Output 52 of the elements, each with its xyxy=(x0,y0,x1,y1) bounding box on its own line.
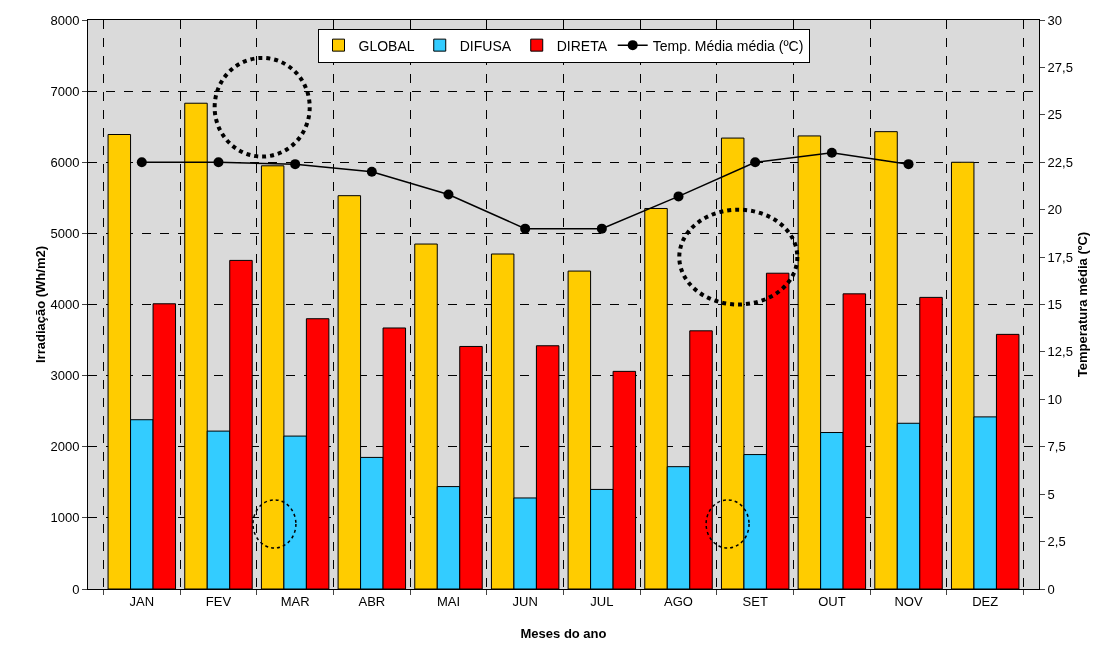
point xyxy=(673,191,684,202)
point xyxy=(750,157,761,168)
x-tick-label: DEZ xyxy=(972,593,999,609)
y2-tick-label: 10 xyxy=(1047,391,1063,407)
y2-axis-title: Temperatura média (ºC) xyxy=(1074,231,1090,378)
legend-label: GLOBAL xyxy=(358,37,415,54)
y2-tick-label: 2,5 xyxy=(1047,534,1066,550)
point xyxy=(596,223,607,234)
y2-tick-label: 7,5 xyxy=(1047,439,1066,455)
legend-label: Temp. Média média (ºC) xyxy=(652,37,804,54)
x-tick-label: AGO xyxy=(664,593,693,609)
y2-tick-label: 20 xyxy=(1047,202,1063,218)
y-tick-label: 1000 xyxy=(50,510,80,526)
point xyxy=(136,157,147,168)
y-tick-label: 8000 xyxy=(50,12,80,28)
x-axis-title: Meses do ano xyxy=(520,626,607,641)
y-axis-title: Irradiação (Wh/m2) xyxy=(33,245,49,364)
y-tick-label: 4000 xyxy=(50,297,80,313)
x-tick-label: SET xyxy=(742,593,768,609)
x-tick-label: JUN xyxy=(512,593,538,609)
y2-tick-label: 27,5 xyxy=(1047,59,1073,75)
y2-tick-label: 15 xyxy=(1047,297,1063,313)
y2-tick-label: 5 xyxy=(1047,486,1055,502)
legend-label: DIRETA xyxy=(556,37,608,54)
x-tick-label: JAN xyxy=(129,593,155,609)
y-tick-label: 6000 xyxy=(50,154,80,170)
y-tick-label: 0 xyxy=(72,581,80,597)
y2-tick-label: 30 xyxy=(1047,12,1063,28)
y-tick-label: 7000 xyxy=(50,83,80,99)
point xyxy=(366,166,377,177)
x-tick-label: ABR xyxy=(358,593,386,609)
x-tick-label: JUL xyxy=(590,593,614,609)
y-tick-label: 3000 xyxy=(50,368,80,384)
y2-tick-label: 25 xyxy=(1047,107,1063,123)
legend-label: DIFUSA xyxy=(459,37,512,54)
point xyxy=(443,189,454,200)
x-tick-label: MAR xyxy=(280,593,310,609)
y-tick-label: 5000 xyxy=(50,225,80,241)
point xyxy=(520,223,531,234)
y2-tick-label: 22,5 xyxy=(1047,154,1073,170)
x-tick-label: MAI xyxy=(436,593,461,609)
x-tick-label: FEV xyxy=(205,593,232,609)
y-tick-label: 2000 xyxy=(50,439,80,455)
point xyxy=(903,159,914,170)
y2-tick-label: 17,5 xyxy=(1047,249,1073,265)
point xyxy=(290,159,301,170)
point xyxy=(826,147,837,158)
y2-tick-label: 0 xyxy=(1047,581,1055,597)
y2-tick-label: 12,5 xyxy=(1047,344,1073,360)
x-tick-label: NOV xyxy=(894,593,923,609)
x-tick-label: OUT xyxy=(818,593,846,609)
point xyxy=(213,157,224,168)
